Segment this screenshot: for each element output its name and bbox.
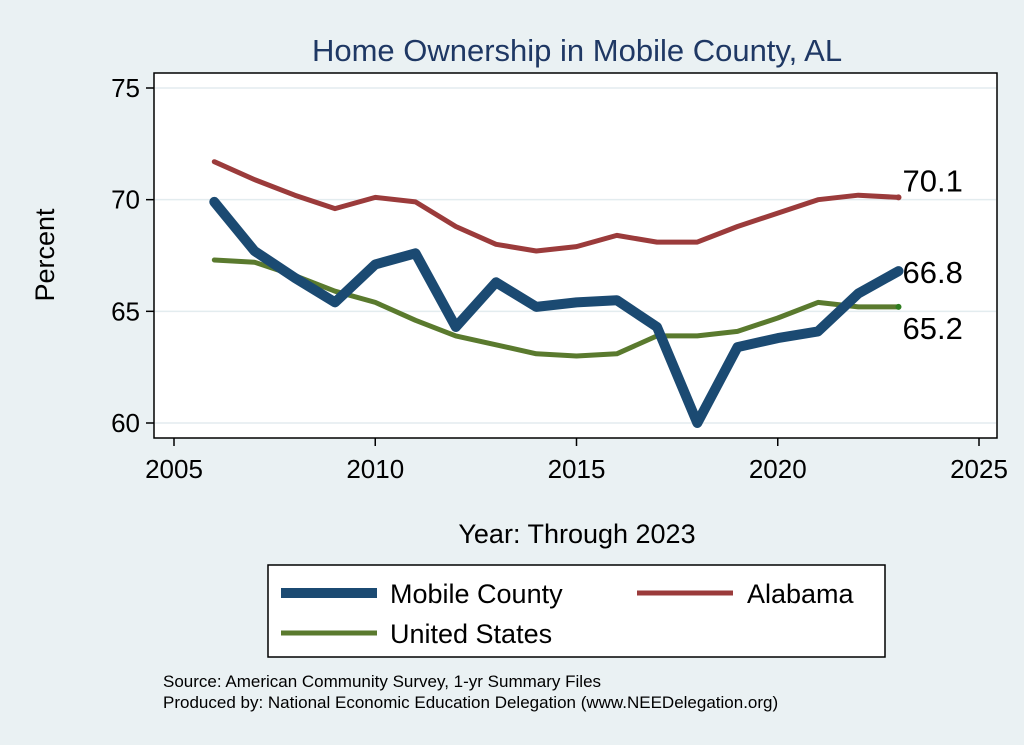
series-end-marker-alabama bbox=[895, 194, 902, 201]
series-line-united-states bbox=[211, 257, 901, 359]
x-tick-label-2015: 2015 bbox=[548, 454, 606, 484]
chart-title: Home Ownership in Mobile County, AL bbox=[312, 33, 842, 68]
axes: 60 65 70 75 2005 2010 2015 2020 2025 bbox=[111, 73, 1008, 484]
plot-area bbox=[153, 72, 998, 439]
series-line-alabama bbox=[211, 159, 901, 254]
y-tick-label-70: 70 bbox=[111, 185, 140, 215]
source-note: Source: American Community Survey, 1-yr … bbox=[163, 672, 601, 691]
x-axis-label: Year: Through 2023 bbox=[458, 519, 695, 549]
producer-note: Produced by: National Economic Education… bbox=[163, 693, 778, 712]
legend: Mobile County Alabama United States bbox=[267, 564, 886, 658]
end-label-alabama: 70.1 bbox=[903, 163, 963, 198]
legend-label-alabama: Alabama bbox=[747, 579, 855, 609]
legend-label-mobile-county: Mobile County bbox=[390, 579, 563, 609]
series-lines bbox=[209, 159, 904, 428]
end-label-united-states: 65.2 bbox=[903, 311, 963, 346]
legend-box bbox=[267, 564, 886, 658]
series-end-marker-mobile-county bbox=[894, 267, 903, 276]
gridlines bbox=[155, 87, 996, 424]
x-tick-label-2005: 2005 bbox=[145, 454, 203, 484]
legend-label-united-states: United States bbox=[390, 619, 552, 649]
series-line-mobile-county bbox=[209, 196, 904, 428]
y-tick-label-75: 75 bbox=[111, 73, 140, 103]
y-axis-label: Percent bbox=[30, 208, 60, 302]
x-tick-label-2025: 2025 bbox=[950, 454, 1008, 484]
end-label-mobile-county: 66.8 bbox=[903, 255, 963, 290]
x-tick-label-2010: 2010 bbox=[346, 454, 404, 484]
x-tick-label-2020: 2020 bbox=[749, 454, 807, 484]
end-labels: 66.8 70.1 65.2 bbox=[903, 163, 963, 345]
y-tick-label-65: 65 bbox=[111, 296, 140, 326]
y-tick-label-60: 60 bbox=[111, 408, 140, 438]
series-end-marker-united-states bbox=[895, 303, 902, 310]
